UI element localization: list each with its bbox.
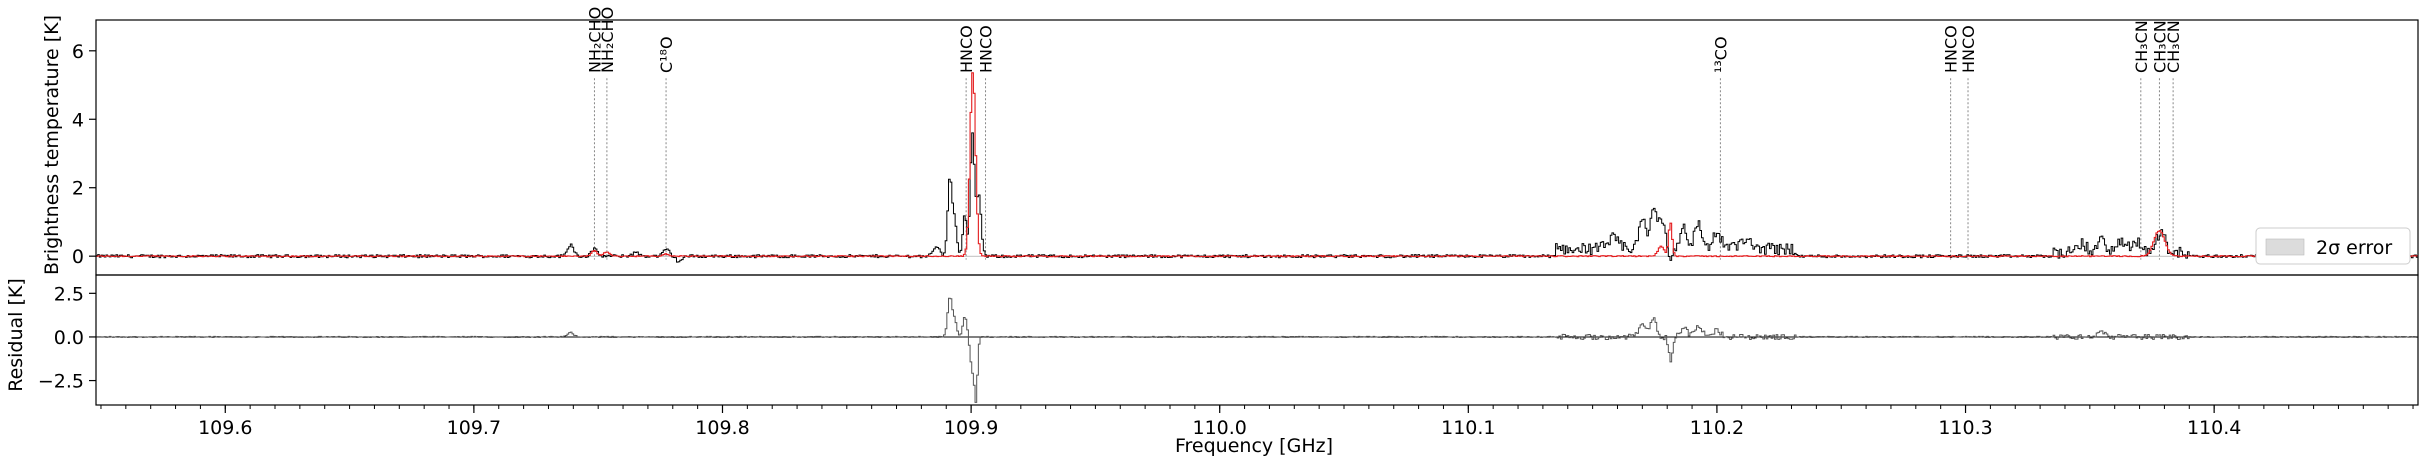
line-marker-label: ¹³CO [1711, 36, 1730, 73]
line-marker-label: CH₃CN [2132, 20, 2151, 73]
top-ytick-label: 4 [72, 109, 84, 131]
bottom-panel: 2.5 0.0 −2.5 109.6 109.7 109.8 109.9 110.0 110.1… [38, 274, 2419, 439]
legend-swatch [2265, 238, 2305, 256]
x-tick-label: 109.9 [944, 417, 998, 439]
line-marker-label: CH₃CN [2164, 20, 2183, 73]
top-ytick-label: 6 [72, 41, 84, 63]
x-tick-label: 110.3 [1938, 417, 1992, 439]
x-axis-label: Frequency [GHz] [1175, 435, 1333, 457]
top-ytick-label: 2 [72, 178, 84, 200]
line-marker-label: CH₃CN [2150, 20, 2169, 73]
top-axes-frame [95, 19, 2419, 276]
line-marker-label: NH₂CHO [598, 7, 617, 73]
bottom-ytick-label: 0.0 [54, 327, 84, 349]
residual-spectrum [96, 297, 2418, 403]
line-marker-label: HNCO [1959, 25, 1978, 73]
bottom-ytick-label: 2.5 [54, 283, 84, 305]
line-marker-label: HNCO [977, 25, 996, 73]
x-tick-label: 109.8 [695, 417, 749, 439]
bottom-ytick-label: −2.5 [38, 371, 84, 393]
legend-label: 2σ error [2316, 237, 2392, 259]
bottom-ylabel: Residual [K] [5, 278, 27, 392]
top-ytick-label: 0 [72, 246, 84, 268]
line-marker-label: C¹⁸O [657, 36, 676, 73]
bottom-axes-frame [95, 274, 2419, 406]
x-tick-label: 110.1 [1441, 417, 1495, 439]
x-tick-label: 109.6 [198, 417, 252, 439]
axis-labels: Brightness temperature [K] Residual [K] … [5, 15, 1333, 457]
x-tick-label: 110.4 [2187, 417, 2241, 439]
x-tick-label: 109.7 [447, 417, 501, 439]
line-marker-label: NH₂CHO [585, 7, 604, 73]
top-ylabel: Brightness temperature [K] [41, 15, 63, 275]
observed-spectrum [96, 132, 2418, 263]
model-spectrum [96, 72, 2418, 258]
line-marker-label: HNCO [957, 25, 976, 73]
line-marker-label: HNCO [1942, 25, 1961, 73]
x-tick-label: 110.0 [1193, 417, 1247, 439]
x-tick-label: 110.2 [1690, 417, 1744, 439]
